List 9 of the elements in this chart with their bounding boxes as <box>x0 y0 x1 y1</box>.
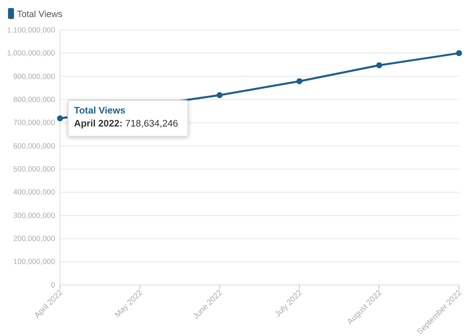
point <box>376 62 382 68</box>
legend-label: Total Views <box>17 9 63 19</box>
annotation: April 2022: 718,634,246 <box>74 118 178 130</box>
tooltip: Total Views April 2022: 718,634,246 <box>68 100 188 137</box>
point <box>57 115 63 122</box>
point <box>456 50 462 56</box>
point <box>296 78 302 84</box>
annotation: Total Views <box>74 105 126 116</box>
point <box>216 92 223 98</box>
